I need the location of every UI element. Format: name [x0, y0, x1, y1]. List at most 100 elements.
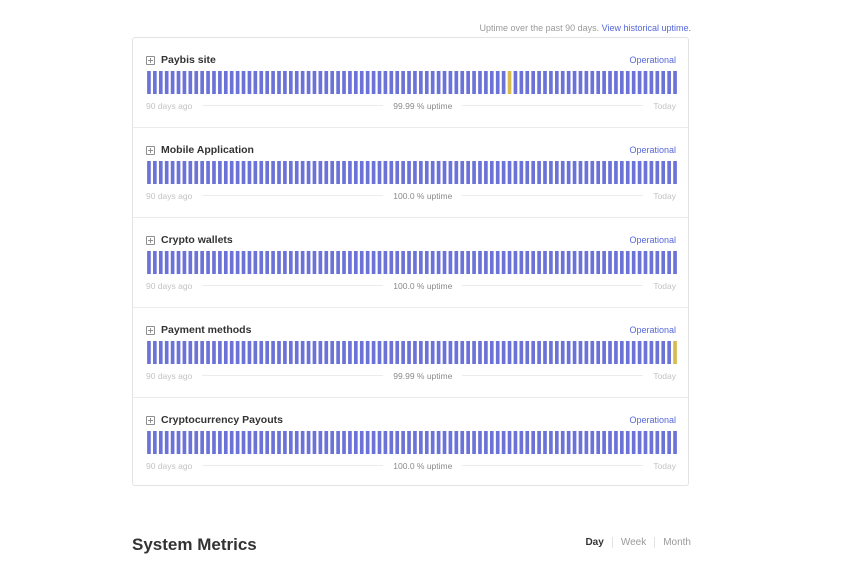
uptime-day-bar[interactable]: [330, 251, 335, 274]
uptime-day-bar[interactable]: [354, 71, 358, 94]
uptime-day-bar[interactable]: [413, 431, 417, 454]
uptime-day-bar[interactable]: [158, 341, 163, 364]
uptime-day-bar[interactable]: [513, 71, 518, 94]
uptime-day-bar[interactable]: [401, 71, 405, 94]
uptime-day-bar[interactable]: [560, 251, 565, 274]
uptime-day-bar[interactable]: [259, 71, 264, 94]
uptime-day-bar[interactable]: [430, 431, 435, 454]
uptime-day-bar[interactable]: [223, 431, 228, 454]
uptime-day-bar[interactable]: [484, 341, 488, 364]
uptime-day-bar[interactable]: [448, 71, 453, 94]
uptime-day-bar[interactable]: [625, 71, 630, 94]
uptime-day-bar[interactable]: [460, 71, 465, 94]
uptime-day-bar[interactable]: [271, 161, 275, 184]
uptime-day-bar[interactable]: [300, 431, 305, 454]
uptime-day-bar[interactable]: [318, 341, 323, 364]
uptime-day-bar[interactable]: [371, 341, 376, 364]
uptime-day-bar[interactable]: [158, 431, 163, 454]
uptime-day-bar[interactable]: [460, 341, 465, 364]
uptime-day-bar[interactable]: [288, 341, 293, 364]
uptime-day-bar[interactable]: [253, 161, 258, 184]
uptime-day-bar[interactable]: [543, 161, 547, 184]
uptime-day-bar[interactable]: [212, 161, 216, 184]
uptime-day-bar[interactable]: [377, 251, 382, 274]
uptime-day-bar[interactable]: [537, 161, 541, 184]
uptime-day-bar[interactable]: [194, 71, 199, 94]
uptime-day-bar[interactable]: [194, 251, 199, 274]
uptime-day-bar[interactable]: [212, 71, 216, 94]
uptime-day-bar[interactable]: [324, 341, 329, 364]
uptime-day-bar[interactable]: [401, 341, 405, 364]
uptime-day-bar[interactable]: [336, 341, 340, 364]
uptime-day-bar[interactable]: [259, 341, 264, 364]
uptime-day-bar[interactable]: [413, 251, 417, 274]
uptime-day-bar[interactable]: [164, 71, 169, 94]
uptime-day-bar[interactable]: [531, 251, 536, 274]
uptime-day-bar[interactable]: [188, 431, 193, 454]
uptime-day-bar[interactable]: [241, 161, 246, 184]
uptime-day-bar[interactable]: [584, 431, 589, 454]
uptime-day-bar[interactable]: [643, 71, 648, 94]
uptime-day-bar[interactable]: [365, 431, 370, 454]
uptime-day-bar[interactable]: [401, 251, 405, 274]
uptime-day-bar[interactable]: [336, 71, 340, 94]
uptime-day-bar[interactable]: [549, 431, 553, 454]
uptime-day-bar[interactable]: [454, 251, 459, 274]
uptime-day-bar[interactable]: [608, 431, 612, 454]
uptime-day-bar[interactable]: [484, 431, 488, 454]
uptime-day-bar[interactable]: [560, 161, 565, 184]
uptime-day-bar[interactable]: [336, 161, 340, 184]
uptime-day-bar[interactable]: [176, 431, 181, 454]
uptime-day-bar[interactable]: [519, 431, 524, 454]
uptime-day-bar[interactable]: [354, 341, 358, 364]
uptime-day-bar[interactable]: [188, 161, 193, 184]
uptime-day-bar[interactable]: [229, 71, 234, 94]
uptime-day-bar[interactable]: [608, 341, 612, 364]
uptime-day-bar[interactable]: [602, 71, 606, 94]
uptime-day-bar[interactable]: [596, 251, 601, 274]
uptime-day-bar[interactable]: [584, 71, 589, 94]
uptime-day-bar[interactable]: [495, 161, 500, 184]
uptime-day-bar[interactable]: [424, 251, 429, 274]
uptime-day-bar[interactable]: [478, 431, 482, 454]
uptime-day-bar[interactable]: [324, 431, 329, 454]
uptime-day-bar[interactable]: [158, 251, 163, 274]
uptime-day-bar[interactable]: [655, 341, 660, 364]
uptime-day-bar[interactable]: [489, 161, 494, 184]
uptime-day-bar[interactable]: [590, 251, 595, 274]
uptime-day-bar[interactable]: [241, 251, 246, 274]
uptime-day-bar[interactable]: [318, 431, 323, 454]
uptime-day-bar[interactable]: [324, 251, 329, 274]
uptime-day-bar[interactable]: [389, 71, 394, 94]
uptime-day-bar[interactable]: [466, 431, 470, 454]
uptime-day-bar[interactable]: [673, 431, 677, 454]
uptime-day-bar[interactable]: [501, 341, 506, 364]
uptime-day-bar[interactable]: [247, 431, 252, 454]
uptime-day-bar[interactable]: [413, 71, 417, 94]
uptime-day-bar[interactable]: [348, 251, 352, 274]
uptime-day-bar[interactable]: [235, 71, 240, 94]
uptime-day-bar[interactable]: [625, 161, 630, 184]
uptime-day-bar[interactable]: [507, 161, 512, 184]
uptime-day-bar[interactable]: [614, 161, 618, 184]
uptime-day-bar[interactable]: [300, 251, 305, 274]
uptime-day-bar[interactable]: [318, 161, 323, 184]
uptime-day-bar[interactable]: [537, 431, 541, 454]
uptime-day-bar[interactable]: [283, 341, 287, 364]
uptime-day-bar[interactable]: [620, 161, 624, 184]
uptime-day-bar[interactable]: [306, 161, 311, 184]
uptime-day-bar[interactable]: [365, 341, 370, 364]
uptime-day-bar[interactable]: [277, 341, 281, 364]
uptime-day-bar[interactable]: [407, 161, 411, 184]
uptime-day-bar[interactable]: [306, 341, 311, 364]
uptime-day-bar[interactable]: [543, 71, 547, 94]
uptime-day-bar[interactable]: [442, 251, 447, 274]
uptime-day-bar[interactable]: [359, 341, 364, 364]
uptime-day-bar[interactable]: [359, 431, 364, 454]
uptime-day-bar[interactable]: [549, 71, 553, 94]
uptime-day-bar[interactable]: [306, 251, 311, 274]
uptime-day-bar[interactable]: [549, 251, 553, 274]
uptime-day-bar[interactable]: [407, 71, 411, 94]
uptime-day-bar[interactable]: [200, 341, 204, 364]
uptime-day-bar[interactable]: [572, 161, 577, 184]
